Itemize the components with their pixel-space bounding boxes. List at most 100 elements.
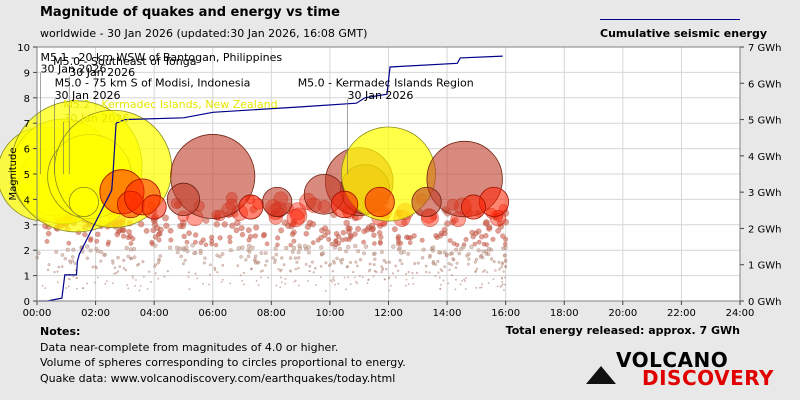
quake-dot-small <box>313 266 317 270</box>
quake-dot-small <box>93 281 96 284</box>
quake-dot-small <box>255 279 258 282</box>
quake-dot-small <box>126 284 129 287</box>
quake-dot-small <box>147 270 151 273</box>
x-tick-label: 00:00 <box>23 308 52 319</box>
quake-dot-small <box>355 264 359 268</box>
quake-dot-small <box>126 228 133 235</box>
quake-dot-small <box>436 250 441 255</box>
quake-dot-small <box>150 281 152 283</box>
quake-dot-small <box>116 270 120 273</box>
quake-dot-small <box>183 258 187 262</box>
quake-dot-small <box>192 239 198 245</box>
quake-dot-small <box>260 276 263 279</box>
quake-dot-small <box>331 270 335 273</box>
quake-dot-small <box>65 247 70 252</box>
quake-dot-small <box>209 238 215 244</box>
quake-dot-small <box>439 268 443 271</box>
quake-dot-small <box>391 244 396 249</box>
quake-dot-small <box>319 252 324 256</box>
quake-dot-small <box>284 277 287 280</box>
quake-dot-small <box>348 234 354 240</box>
quake-dot-small <box>203 242 209 248</box>
quake-bubble-large <box>411 186 442 218</box>
quake-dot-small <box>332 259 336 263</box>
quake-dot-small <box>483 269 486 272</box>
quake-dot-small <box>194 272 197 275</box>
quake-dot-small <box>467 257 471 261</box>
quake-dot-small <box>411 271 414 275</box>
quake-dot-small <box>233 219 241 227</box>
quake-dot-small <box>54 249 59 255</box>
quake-dot-small <box>391 226 398 233</box>
quake-dot-small <box>497 260 501 264</box>
quake-dot-small <box>208 283 211 286</box>
quake-dot-small <box>481 241 487 247</box>
quake-dot-small <box>310 240 316 246</box>
chart-title: Magnitude of quakes and energy vs time <box>40 5 340 20</box>
annotation-label: M5.1 - 20 km WSW of Bantogan, Philippine… <box>41 51 283 64</box>
quake-dot-small <box>82 231 88 238</box>
quake-dot-small <box>181 233 187 240</box>
quake-dot-small <box>500 284 503 287</box>
quake-dot-small <box>208 263 212 267</box>
y-tick-label: 1 <box>24 272 30 283</box>
quake-dot-small <box>343 219 350 227</box>
quake-dot-small <box>99 250 104 255</box>
quake-dot-small <box>84 244 90 249</box>
quake-dot-small <box>154 272 157 275</box>
quake-dot-small <box>275 284 278 287</box>
quake-dot-small <box>489 257 494 261</box>
quake-dot-small <box>87 237 94 243</box>
quake-dot-small <box>453 247 459 252</box>
quake-dot-small <box>405 234 412 241</box>
quake-dot-small <box>396 269 400 273</box>
quake-dot-small <box>213 221 221 228</box>
y-tick-label: 3 <box>24 221 30 232</box>
quake-dot-small <box>126 254 131 259</box>
quake-dot-small <box>407 240 413 246</box>
quake-dot-small <box>367 278 370 281</box>
quake-dot-small <box>368 262 372 266</box>
quake-dot-small <box>398 258 402 263</box>
annotation-label: M5.0 - Southeast of Tonga <box>53 55 196 68</box>
quake-dot-small <box>260 233 267 239</box>
quake-dot-small <box>424 270 428 274</box>
y-tick-label: 7 <box>24 119 30 130</box>
quake-dot-small <box>257 284 260 286</box>
quake-dot-small <box>340 229 347 236</box>
quake-dot-small <box>436 259 440 264</box>
y-axis-label: Magnitude <box>8 148 19 201</box>
quake-dot-small <box>167 245 173 250</box>
quake-dot-small <box>346 229 352 235</box>
quake-dot-small <box>240 245 245 250</box>
quake-dot-small <box>450 263 453 267</box>
quake-dot-small <box>387 260 392 264</box>
quake-dot-small <box>75 277 78 280</box>
chart-subtitle: worldwide - 30 Jan 2026 (updated:30 Jan … <box>40 27 368 40</box>
quake-dot-small <box>358 258 363 262</box>
quake-dot-small <box>259 251 264 256</box>
quake-dot-small <box>85 256 90 261</box>
quake-dot-small <box>496 285 499 288</box>
quake-dot-small <box>275 242 280 248</box>
x-tick-label: 24:00 <box>726 308 755 319</box>
annotation-label: M5.0 - Kermadec Islands Region <box>298 76 474 89</box>
quake-dot-small <box>252 233 259 239</box>
quake-dot-small <box>56 281 59 284</box>
quake-dot-small <box>494 269 497 272</box>
y2-tick-label: 2 GWh <box>748 224 782 235</box>
quake-dot-small <box>478 286 481 289</box>
quake-dot-small <box>221 263 225 267</box>
quake-dot-small <box>221 278 224 281</box>
quake-dot-small <box>324 289 327 292</box>
quake-dot-small <box>122 267 126 270</box>
x-tick-label: 10:00 <box>316 308 345 319</box>
quake-dot-small <box>356 249 361 254</box>
quake-dot-small <box>161 214 169 222</box>
volcano-discovery-logo[interactable]: VOLCANO DISCOVERY <box>586 348 774 390</box>
quake-dot-small <box>227 234 233 240</box>
quake-dot-small <box>504 265 508 269</box>
quake-dot-small <box>135 279 137 281</box>
y2-tick-label: 5 GWh <box>748 116 782 127</box>
quake-dot-small <box>451 216 459 224</box>
